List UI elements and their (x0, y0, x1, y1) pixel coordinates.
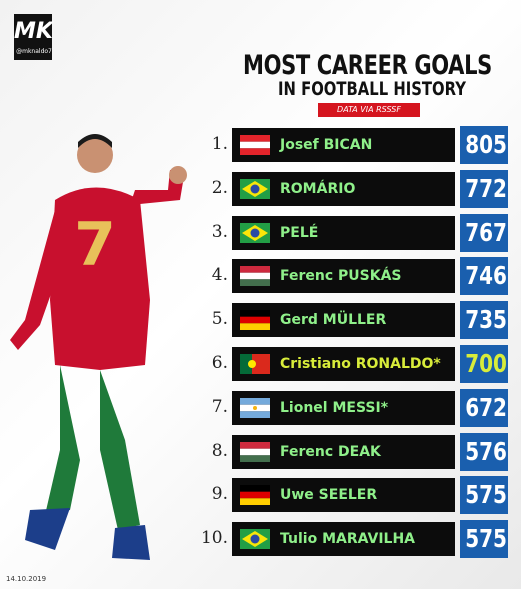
goals: 767 (460, 213, 508, 252)
goals: 805 (460, 126, 508, 164)
flag (240, 310, 270, 331)
goals-value: 735 (465, 305, 507, 335)
rank: 2. (211, 177, 228, 198)
player-name: Josef BICAN (280, 137, 373, 153)
rank: 9. (211, 484, 228, 505)
player-name: Ferenc DEAK (280, 443, 381, 460)
goals-value: 575 (465, 524, 507, 554)
rank: 4. (211, 265, 228, 286)
rank: 8. (211, 440, 228, 461)
goals-value: 805 (465, 130, 507, 159)
player-name: Uwe SEELER (280, 487, 378, 504)
player-name: Lionel MESSI* (280, 399, 389, 416)
handle: @mknaldo7 (16, 48, 52, 55)
rank: 6. (211, 353, 228, 373)
goals-value: 575 (465, 480, 507, 510)
player-name: Tulio MARAVILHA (280, 531, 416, 548)
goals: 735 (460, 301, 508, 340)
goals: 576 (460, 432, 508, 471)
player-name: ROMÁRIO (280, 180, 356, 197)
goals: 746 (460, 257, 508, 296)
goals: 772 (460, 169, 508, 208)
player-figure: 7 (10, 134, 187, 560)
goals-value: 700 (465, 349, 507, 378)
goals-value: 767 (465, 217, 507, 247)
flag (240, 441, 270, 462)
flag (240, 266, 270, 287)
player-name: PELÉ (280, 224, 319, 241)
goals: 700 (460, 345, 508, 383)
rank: 5. (211, 309, 228, 330)
rank: 10. (200, 528, 228, 549)
player-name: Gerd MÜLLER (280, 312, 387, 329)
goals-value: 576 (465, 436, 507, 466)
rank: 1. (211, 134, 228, 154)
subtitle: IN FOOTBALL HISTORY (278, 78, 466, 100)
flag (240, 135, 270, 155)
player-name: Ferenc PUSKÁS (280, 268, 402, 285)
goals-value: 746 (465, 261, 507, 291)
flag (240, 178, 270, 199)
rank: 7. (211, 396, 228, 417)
player-name: Cristiano RONALDO* (280, 356, 441, 372)
rank: 3. (211, 221, 228, 242)
date: 14.10.2019 (6, 575, 47, 583)
logo: MK (14, 14, 53, 60)
svg-text:7: 7 (74, 210, 116, 280)
flag (240, 529, 270, 550)
goals: 575 (460, 520, 508, 559)
flag (240, 397, 270, 418)
goals-value: 672 (465, 392, 507, 422)
title: MOST CAREER GOALS (243, 50, 492, 81)
source-badge: DATA VIA RSSSF (318, 103, 420, 117)
flag (240, 354, 270, 374)
flag (240, 222, 270, 243)
goals: 672 (460, 388, 508, 427)
flag (240, 485, 270, 506)
goals: 575 (460, 476, 508, 515)
goals-value: 772 (465, 173, 507, 203)
